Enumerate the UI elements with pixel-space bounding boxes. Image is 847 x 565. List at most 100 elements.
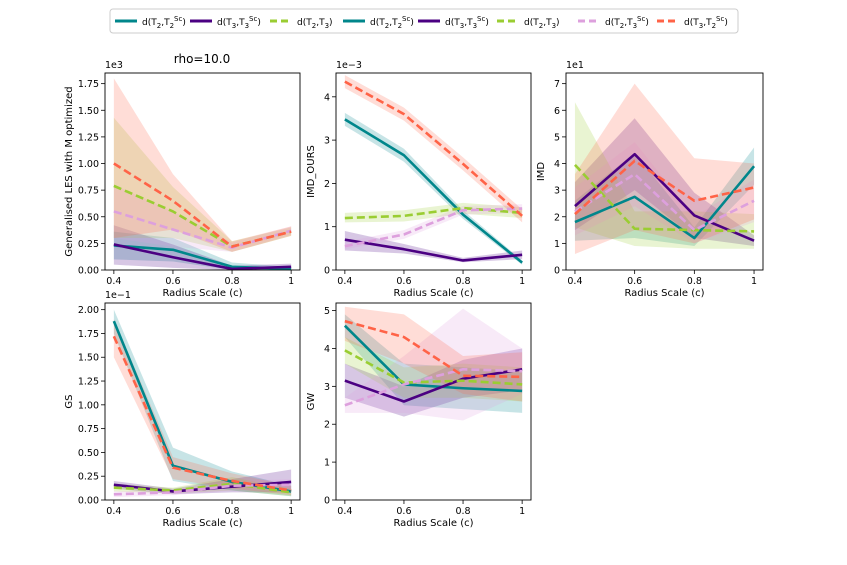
- y-tick-label: 1.25: [78, 377, 99, 388]
- axis-scale-label: 1e1: [566, 60, 584, 71]
- legend-label: d(T2,T3Sc): [605, 15, 649, 30]
- legend-label: d(T3,T3Sc): [445, 15, 489, 30]
- series-line: [343, 324, 523, 393]
- legend-label: d(T2,T3): [524, 18, 560, 30]
- series-line: [113, 243, 292, 271]
- series-line: [344, 207, 523, 248]
- series-line: [574, 172, 755, 232]
- series-line: [574, 165, 756, 240]
- y-tick-label: 1: [324, 458, 330, 469]
- x-tick-label: 0.8: [224, 506, 239, 517]
- confidence-band: [113, 225, 292, 270]
- confidence-band: [344, 204, 523, 250]
- x-tick-label: 0.4: [337, 276, 352, 287]
- chart-panel: 0.4 0.6 0.8 1 0.00 0.25 0.50 0.75 1.00 1.25 1.50 1.…: [64, 290, 301, 529]
- figure-title: rho=10.0: [174, 52, 230, 66]
- y-axis-label: IMD: [536, 162, 547, 182]
- series-line: [344, 349, 523, 386]
- y-axis-label: GW: [306, 393, 317, 411]
- series-line: [344, 368, 523, 403]
- confidence-band: [113, 184, 292, 252]
- x-tick-label: 0.4: [337, 506, 352, 517]
- y-tick-label: 2: [324, 420, 330, 431]
- axis-scale-label: 1e−1: [105, 290, 131, 301]
- chart-panel: 0.4 0.6 0.8 1 0 1 2 3 4 5 6 7 Radius Scale (c) IMD 1e1: [536, 60, 764, 299]
- x-axis-label: Radius Scale (c): [162, 518, 242, 529]
- y-tick-label: 6: [554, 106, 560, 117]
- confidence-band: [574, 118, 755, 247]
- legend-label: d(T3,T2Sc): [684, 15, 728, 30]
- y-tick-label: 0.50: [78, 212, 99, 223]
- y-tick-label: 0.50: [78, 448, 99, 459]
- axis-scale-label: 1e−3: [336, 60, 362, 71]
- y-tick-label: 1.00: [78, 400, 99, 411]
- confidence-band: [113, 231, 292, 270]
- legend-entry: d(T2,T3): [270, 18, 333, 30]
- x-tick-label: 0.6: [627, 276, 642, 287]
- legend-entry: d(T2,T2Sc): [115, 15, 186, 30]
- y-tick-label: 5: [324, 306, 330, 317]
- confidence-band: [344, 306, 523, 402]
- axes-frame: [104, 302, 301, 501]
- y-tick-label: 0: [324, 266, 330, 277]
- y-tick-label: 0.00: [78, 496, 99, 507]
- chart-panel: 0.4 0.6 0.8 1 0 1 2 3 4 Radius Scale (c) IMD_OURS 1…: [306, 60, 532, 299]
- y-tick-label: 2: [324, 179, 330, 190]
- axes-frame: [335, 72, 532, 271]
- x-tick-label: 0.6: [165, 276, 180, 287]
- series-line: [113, 210, 292, 249]
- legend-entry: d(T2,T3Sc): [578, 15, 649, 30]
- x-tick-label: 1: [519, 506, 525, 517]
- axes-frame: [104, 72, 301, 271]
- x-axis-label: Radius Scale (c): [393, 518, 473, 529]
- legend-entry: d(T3,T2Sc): [657, 15, 728, 30]
- chart-panel: 0.4 0.6 0.8 1 0 1 2 3 4 5 Radius Scale (c) GW: [306, 302, 532, 529]
- x-tick-label: 0.4: [106, 276, 121, 287]
- x-axis-label: Radius Scale (c): [393, 288, 473, 299]
- legend-label: d(T2,T2Sc): [142, 15, 186, 30]
- y-tick-label: 5: [554, 132, 560, 143]
- legend-label: d(T2,T3): [297, 18, 333, 30]
- y-tick-label: 0: [554, 266, 560, 277]
- y-tick-label: 3: [324, 136, 330, 147]
- x-tick-label: 0.8: [455, 276, 470, 287]
- confidence-band: [113, 319, 292, 496]
- legend: d(T2,T2Sc) d(T3,T3Sc) d(T2,T3) d(T2,T2Sc) d(…: [109, 8, 739, 34]
- y-tick-label: 3: [324, 382, 330, 393]
- series-line: [113, 482, 292, 494]
- confidence-band: [113, 469, 292, 495]
- x-tick-label: 0.8: [224, 276, 239, 287]
- series-line: [574, 163, 755, 233]
- y-tick-label: 3: [554, 186, 560, 197]
- x-tick-label: 0.4: [106, 506, 121, 517]
- series-line: [344, 319, 523, 379]
- x-tick-label: 0.6: [396, 276, 411, 287]
- y-tick-label: 0.75: [78, 186, 99, 197]
- x-axis-label: Radius Scale (c): [624, 288, 704, 299]
- series-line: [113, 162, 292, 248]
- legend-entry: d(T3,T3Sc): [418, 15, 489, 30]
- x-tick-label: 1: [751, 276, 757, 287]
- y-tick-label: 0.75: [78, 424, 99, 435]
- series-line: [344, 206, 523, 220]
- x-tick-label: 1: [288, 276, 294, 287]
- x-tick-label: 0.6: [165, 506, 180, 517]
- y-tick-label: 4: [324, 92, 330, 103]
- series-line: [344, 118, 523, 264]
- series-line: [112, 335, 292, 492]
- y-tick-label: 0.00: [78, 266, 99, 277]
- confidence-band: [113, 78, 292, 252]
- y-tick-label: 7: [554, 79, 560, 90]
- y-tick-label: 2.00: [78, 305, 99, 316]
- x-tick-label: 0.4: [567, 276, 582, 287]
- y-tick-label: 4: [324, 344, 330, 355]
- y-tick-label: 1.50: [78, 353, 99, 364]
- y-tick-label: 1: [324, 222, 330, 233]
- y-tick-label: 2: [554, 212, 560, 223]
- axes-frame: [335, 302, 532, 501]
- confidence-band: [344, 75, 523, 223]
- x-tick-label: 1: [519, 276, 525, 287]
- series-line: [574, 152, 755, 242]
- y-tick-label: 1: [554, 239, 560, 250]
